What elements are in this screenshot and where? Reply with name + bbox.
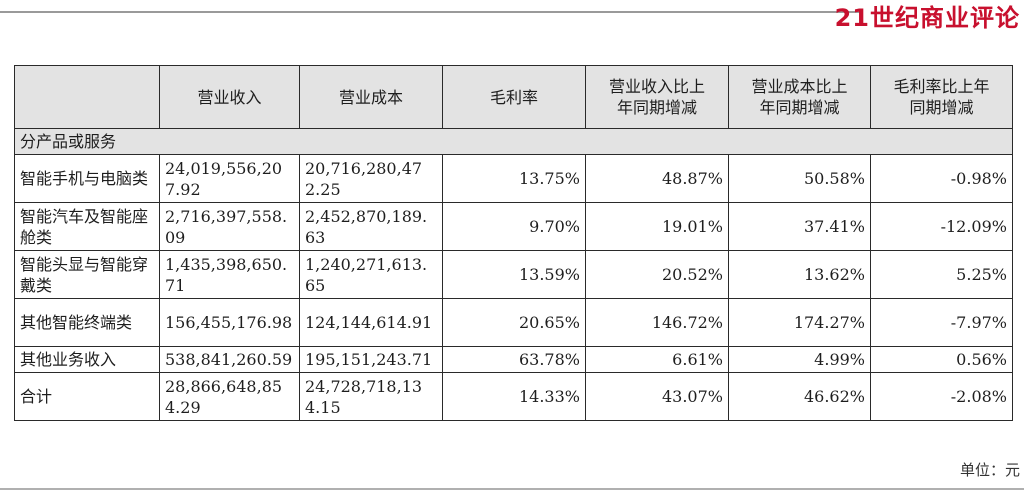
header-cell: 营业成本比上年同期增减 xyxy=(728,65,871,129)
cost-yoy-cell: 46.62% xyxy=(728,372,871,421)
margin-yoy-cell: 0.56% xyxy=(870,346,1013,373)
margin-yoy-cell: 5.25% xyxy=(870,250,1013,299)
revenue-cell: 28,866,648,854.29 xyxy=(159,372,300,421)
margin-yoy-cell: -0.98% xyxy=(870,154,1013,203)
header-cell: 营业收入 xyxy=(159,65,300,129)
cost-cell: 20,716,280,472.25 xyxy=(299,154,443,203)
revenue-yoy-cell: 19.01% xyxy=(585,202,729,251)
revenue-yoy-cell: 43.07% xyxy=(585,372,729,421)
cost-yoy-cell: 4.99% xyxy=(728,346,871,373)
row-label: 智能头显与智能穿戴类 xyxy=(14,250,160,299)
revenue-yoy-cell: 6.61% xyxy=(585,346,729,373)
header-cell: 营业成本 xyxy=(299,65,443,129)
margin-yoy-cell: -2.08% xyxy=(870,372,1013,421)
unit-note: 单位：元 xyxy=(959,461,1020,479)
revenue-yoy-cell: 20.52% xyxy=(585,250,729,299)
table-row: 其他业务收入 538,841,260.59 195,151,243.71 63.… xyxy=(14,346,1013,373)
bottom-divider xyxy=(0,488,1024,490)
section-label: 分产品或服务 xyxy=(14,128,1013,155)
table-header-row: 营业收入 营业成本 毛利率 营业收入比上年同期增减 营业成本比上年同期增减 毛利… xyxy=(14,65,1013,129)
margin-yoy-cell: -12.09% xyxy=(870,202,1013,251)
gross-margin-cell: 20.65% xyxy=(442,298,586,347)
gross-margin-cell: 13.59% xyxy=(442,250,586,299)
cost-cell: 195,151,243.71 xyxy=(299,346,443,373)
financial-table: 营业收入 营业成本 毛利率 营业收入比上年同期增减 营业成本比上年同期增减 毛利… xyxy=(14,65,1013,421)
revenue-cell: 24,019,556,207.92 xyxy=(159,154,300,203)
table-row: 智能手机与电脑类 24,019,556,207.92 20,716,280,47… xyxy=(14,154,1013,203)
row-label: 其他业务收入 xyxy=(14,346,160,373)
row-label: 其他智能终端类 xyxy=(14,298,160,347)
cost-cell: 124,144,614.91 xyxy=(299,298,443,347)
margin-yoy-cell: -7.97% xyxy=(870,298,1013,347)
table-row: 智能头显与智能穿戴类 1,435,398,650.71 1,240,271,61… xyxy=(14,250,1013,299)
revenue-cell: 2,716,397,558.09 xyxy=(159,202,300,251)
cost-yoy-cell: 50.58% xyxy=(728,154,871,203)
table-row: 其他智能终端类 156,455,176.98 124,144,614.91 20… xyxy=(14,298,1013,347)
gross-margin-cell: 9.70% xyxy=(442,202,586,251)
gross-margin-cell: 63.78% xyxy=(442,346,586,373)
gross-margin-cell: 13.75% xyxy=(442,154,586,203)
revenue-cell: 538,841,260.59 xyxy=(159,346,300,373)
cost-cell: 24,728,718,134.15 xyxy=(299,372,443,421)
cost-yoy-cell: 13.62% xyxy=(728,250,871,299)
gross-margin-cell: 14.33% xyxy=(442,372,586,421)
header-cell: 毛利率比上年同期增减 xyxy=(870,65,1013,129)
cost-cell: 1,240,271,613.65 xyxy=(299,250,443,299)
cost-yoy-cell: 37.41% xyxy=(728,202,871,251)
header-cell xyxy=(14,65,160,129)
revenue-yoy-cell: 146.72% xyxy=(585,298,729,347)
row-label: 合计 xyxy=(14,372,160,421)
table-row-total: 合计 28,866,648,854.29 24,728,718,134.15 1… xyxy=(14,372,1013,421)
top-divider xyxy=(0,11,862,13)
cost-yoy-cell: 174.27% xyxy=(728,298,871,347)
row-label: 智能汽车及智能座舱类 xyxy=(14,202,160,251)
revenue-cell: 156,455,176.98 xyxy=(159,298,300,347)
brand-logo-text: 21世纪商业评论 xyxy=(834,4,1020,32)
header-cell: 营业收入比上年同期增减 xyxy=(585,65,729,129)
cost-cell: 2,452,870,189.63 xyxy=(299,202,443,251)
section-row: 分产品或服务 xyxy=(14,128,1013,155)
revenue-cell: 1,435,398,650.71 xyxy=(159,250,300,299)
table-row: 智能汽车及智能座舱类 2,716,397,558.09 2,452,870,18… xyxy=(14,202,1013,251)
header-cell: 毛利率 xyxy=(442,65,586,129)
row-label: 智能手机与电脑类 xyxy=(14,154,160,203)
revenue-yoy-cell: 48.87% xyxy=(585,154,729,203)
